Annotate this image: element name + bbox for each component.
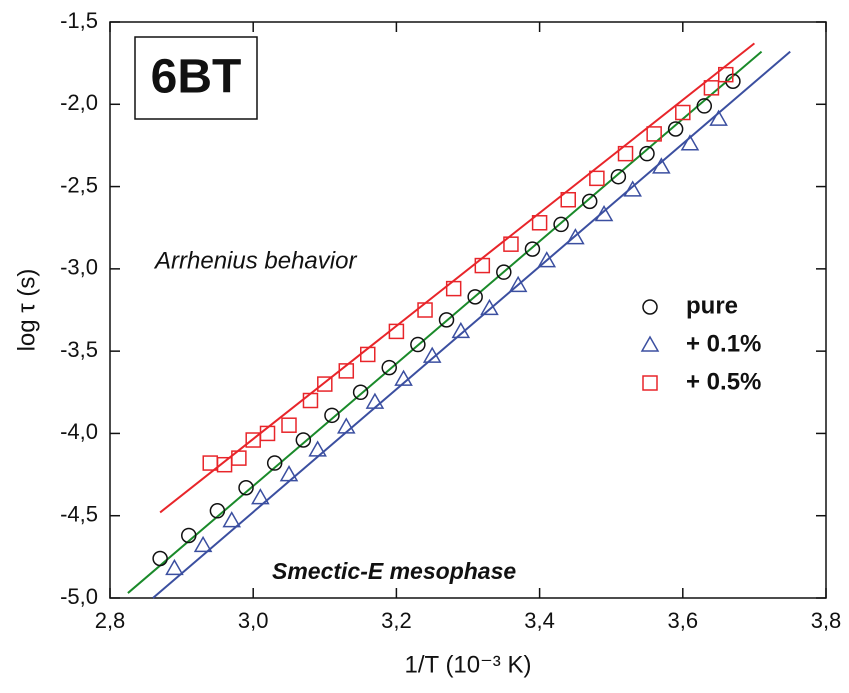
- point: [524, 241, 541, 257]
- fit-line: [159, 42, 756, 514]
- y-tick-label: -1,5: [60, 8, 98, 33]
- point: [209, 503, 226, 519]
- point: [422, 346, 442, 363]
- point: [251, 488, 270, 505]
- point: [308, 440, 327, 457]
- label-box-text: 6BT: [151, 51, 242, 104]
- point: [165, 558, 184, 576]
- x-tick-label: 3,6: [668, 608, 699, 633]
- point: [503, 236, 519, 252]
- point: [667, 121, 684, 137]
- fit-line: [127, 50, 763, 594]
- point: [617, 145, 634, 162]
- annotation: Arrhenius behavior: [153, 247, 357, 274]
- point: [360, 346, 376, 363]
- point: [531, 215, 548, 231]
- fit-line: [152, 50, 791, 599]
- point: [438, 312, 455, 328]
- x-tick-label: 3,0: [238, 608, 269, 633]
- point: [709, 109, 728, 126]
- y-tick-label: -5,0: [60, 584, 98, 609]
- plot-frame: [109, 21, 827, 599]
- legend-marker: [642, 299, 658, 315]
- point: [451, 321, 471, 339]
- y-tick-label: -2,5: [60, 172, 98, 197]
- point: [467, 289, 483, 305]
- point: [279, 465, 299, 482]
- point: [281, 417, 297, 433]
- point: [410, 336, 426, 353]
- point: [639, 145, 655, 162]
- point: [222, 511, 242, 528]
- point: [338, 363, 355, 379]
- point: [623, 180, 642, 197]
- x-tick-label: 3,4: [524, 608, 555, 633]
- x-tick-label: 2,8: [95, 608, 126, 633]
- point: [718, 66, 734, 83]
- point: [594, 205, 614, 222]
- point: [553, 216, 569, 233]
- point: [259, 425, 276, 442]
- point: [703, 80, 720, 96]
- point: [675, 104, 691, 121]
- y-tick-label: -3,0: [60, 255, 98, 280]
- point: [365, 392, 385, 409]
- annotation: Smectic-E mesophase: [272, 558, 516, 584]
- point: [295, 432, 312, 448]
- point: [317, 376, 333, 392]
- x-axis-label: 1/T (10⁻³ K): [405, 651, 532, 678]
- point: [474, 257, 491, 274]
- point: [302, 392, 319, 409]
- point: [581, 193, 598, 210]
- point: [680, 134, 700, 151]
- y-tick-label: -4,0: [60, 419, 98, 444]
- point: [152, 550, 168, 567]
- point: [381, 359, 397, 376]
- point: [646, 126, 662, 142]
- point: [388, 323, 405, 340]
- point: [231, 450, 247, 466]
- point: [181, 527, 197, 544]
- point: [496, 264, 512, 280]
- y-tick-label: -4,5: [60, 502, 98, 527]
- point: [537, 251, 557, 268]
- label-box: [134, 36, 258, 120]
- y-axis-label: log τ (s): [13, 269, 40, 352]
- point: [652, 157, 671, 174]
- y-tick-label: -2,0: [60, 90, 98, 115]
- legend-label: + 0.5%: [686, 368, 761, 395]
- point: [566, 228, 585, 245]
- point: [238, 479, 254, 496]
- point: [324, 407, 340, 424]
- point: [560, 191, 576, 208]
- point: [352, 384, 369, 401]
- point: [394, 369, 413, 386]
- point: [508, 275, 528, 293]
- point: [445, 280, 462, 297]
- point: [610, 168, 627, 185]
- point: [336, 417, 356, 434]
- y-tick-label: -3,5: [60, 337, 98, 362]
- point: [589, 170, 605, 187]
- x-tick-label: 3,8: [811, 608, 842, 633]
- legend-label: pure: [686, 292, 738, 319]
- point: [193, 535, 213, 553]
- legend-label: + 0.1%: [686, 330, 761, 357]
- point: [696, 98, 713, 114]
- point: [480, 298, 499, 316]
- point: [266, 455, 283, 471]
- point: [417, 302, 433, 318]
- legend-marker: [640, 335, 660, 352]
- legend-marker: [642, 375, 658, 391]
- x-tick-label: 3,2: [381, 608, 412, 633]
